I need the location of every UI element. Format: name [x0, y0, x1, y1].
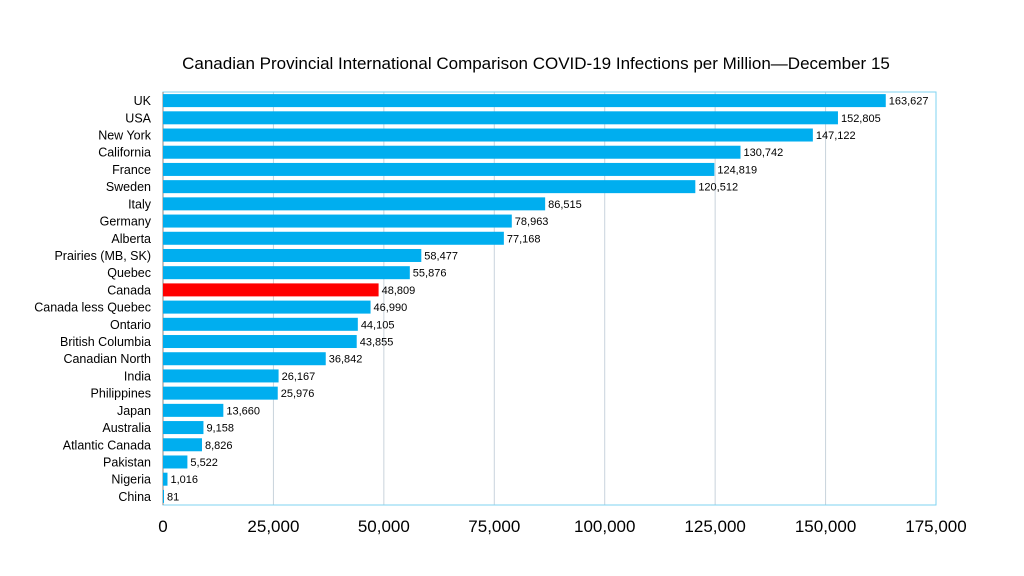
data-label: 130,742: [744, 147, 784, 159]
data-label: 43,855: [360, 337, 394, 349]
x-tick-label: 25,000: [247, 517, 299, 536]
data-label: 8,826: [205, 440, 233, 452]
data-label: 163,627: [889, 96, 929, 108]
bar-nigeria: [163, 472, 168, 486]
bar-prairies-mb-sk-: [163, 248, 422, 262]
bar-new-york: [163, 128, 813, 142]
data-label: 77,168: [507, 233, 541, 245]
bar-canadian-north: [163, 352, 326, 366]
category-label: Germany: [100, 215, 152, 229]
bar-italy: [163, 197, 546, 211]
category-label: Quebec: [107, 266, 151, 280]
x-tick-label: 0: [158, 517, 167, 536]
category-label: UK: [134, 94, 152, 108]
category-label: China: [118, 490, 151, 504]
data-label: 81: [167, 491, 179, 503]
bar-usa: [163, 111, 838, 125]
data-label: 5,522: [190, 457, 218, 469]
bar-australia: [163, 421, 204, 435]
data-label: 78,963: [515, 216, 549, 228]
bar-pakistan: [163, 455, 188, 469]
category-label: Pakistan: [103, 455, 151, 469]
bar-ontario: [163, 317, 358, 331]
bar-japan: [163, 403, 224, 417]
category-label: California: [98, 146, 151, 160]
x-tick-label: 75,000: [468, 517, 520, 536]
data-label: 26,167: [282, 371, 316, 383]
chart-title: Canadian Provincial International Compar…: [182, 54, 890, 73]
x-tick-label: 175,000: [905, 517, 966, 536]
category-label: Prairies (MB, SK): [54, 249, 151, 263]
data-label: 13,660: [226, 405, 260, 417]
category-label: USA: [125, 111, 151, 125]
x-tick-label: 150,000: [795, 517, 856, 536]
data-label: 44,105: [361, 319, 395, 331]
category-label: Sweden: [106, 180, 151, 194]
bar-quebec: [163, 266, 410, 280]
bar-philippines: [163, 386, 278, 400]
data-label: 152,805: [841, 113, 881, 125]
data-label: 124,819: [717, 164, 757, 176]
category-label: Australia: [102, 421, 151, 435]
data-label: 1,016: [170, 474, 198, 486]
data-label: 147,122: [816, 130, 856, 142]
x-tick-label: 125,000: [684, 517, 745, 536]
category-label: Nigeria: [111, 473, 151, 487]
category-label: Ontario: [110, 318, 151, 332]
bar-uk: [163, 94, 886, 108]
data-label: 120,512: [698, 182, 738, 194]
x-tick-label: 50,000: [358, 517, 410, 536]
category-label: Atlantic Canada: [63, 438, 151, 452]
bar-india: [163, 369, 279, 383]
category-label: Canadian North: [63, 352, 151, 366]
bar-california: [163, 145, 741, 159]
data-label: 55,876: [413, 268, 447, 280]
bar-british-columbia: [163, 335, 357, 349]
category-label: India: [124, 369, 151, 383]
category-label: Italy: [128, 197, 152, 211]
bar-alberta: [163, 231, 504, 245]
bar-canada: [163, 283, 379, 297]
bar-germany: [163, 214, 512, 228]
bar-china: [163, 489, 164, 503]
data-label: 86,515: [548, 199, 582, 211]
data-label: 36,842: [329, 354, 363, 366]
bar-france: [163, 162, 715, 176]
category-label: New York: [98, 129, 152, 143]
category-label: Philippines: [91, 387, 151, 401]
category-label: British Columbia: [60, 335, 151, 349]
category-label: Japan: [117, 404, 151, 418]
category-label: Alberta: [111, 232, 151, 246]
data-label: 25,976: [281, 388, 315, 400]
category-label: Canada: [107, 283, 151, 297]
category-label: France: [112, 163, 151, 177]
x-tick-label: 100,000: [574, 517, 635, 536]
bar-canada-less-quebec: [163, 300, 371, 314]
bar-atlantic-canada: [163, 438, 202, 452]
data-label: 58,477: [424, 250, 458, 262]
bar-sweden: [163, 180, 696, 194]
data-label: 46,990: [374, 302, 408, 314]
data-label: 9,158: [206, 423, 234, 435]
data-label: 48,809: [382, 285, 416, 297]
category-label: Canada less Quebec: [34, 301, 151, 315]
